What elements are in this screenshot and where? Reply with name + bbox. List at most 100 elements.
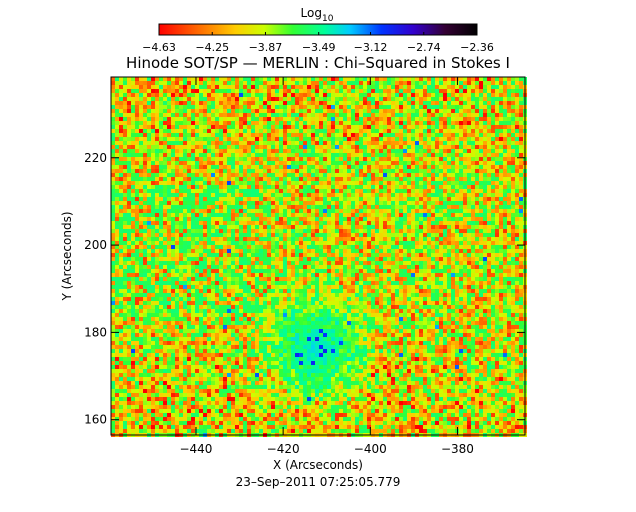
heatmap-cell [411,169,415,173]
heatmap-cell [331,193,335,197]
heatmap-cell [487,109,491,113]
heatmap-cell [163,133,167,137]
heatmap-cell [183,253,187,257]
heatmap-cell [415,229,419,233]
heatmap-cell [227,117,231,121]
heatmap-cell [463,233,467,237]
heatmap-cell [279,197,283,201]
heatmap-cell [459,237,463,241]
heatmap-cell [199,93,203,97]
heatmap-cell [475,81,479,85]
heatmap-cell [387,77,391,81]
heatmap-cell [235,109,239,113]
heatmap-cell [359,93,363,97]
heatmap-cell [255,225,259,229]
heatmap-cell [267,229,271,233]
heatmap-cell [155,105,159,109]
heatmap-cell [399,105,403,109]
heatmap-cell [311,241,315,245]
heatmap-cell [239,177,243,181]
heatmap-cell [423,217,427,221]
heatmap-cell [203,193,207,197]
heatmap-cell [303,137,307,141]
heatmap-cell [499,181,503,185]
heatmap-cell [443,249,447,253]
heatmap-cell [311,165,315,169]
heatmap-cell [359,85,363,89]
heatmap-cell [347,117,351,121]
heatmap-cell [147,245,151,249]
heatmap-cell [499,89,503,93]
heatmap-cell [491,89,495,93]
heatmap-cell [259,245,263,249]
heatmap-cell [395,113,399,117]
heatmap-cell [299,205,303,209]
heatmap-cell [319,237,323,241]
heatmap-cell [375,257,379,261]
heatmap-cell [199,133,203,137]
heatmap-cell [347,81,351,85]
heatmap-cell [491,81,495,85]
heatmap-cell [435,209,439,213]
heatmap-cell [471,189,475,193]
heatmap-cell [379,121,383,125]
heatmap-cell [475,257,479,261]
heatmap-cell [303,249,307,253]
heatmap-cell [495,253,499,257]
heatmap-cell [227,225,231,229]
heatmap-cell [395,261,399,265]
heatmap-cell [195,217,199,221]
heatmap-cell [463,81,467,85]
heatmap-cell [315,133,319,137]
heatmap-cell [399,161,403,165]
heatmap-cell [239,169,243,173]
heatmap-cell [367,185,371,189]
heatmap-cell [171,173,175,177]
heatmap-cell [175,213,179,217]
heatmap-cell [407,249,411,253]
heatmap-cell [463,229,467,233]
heatmap-cell [259,217,263,221]
heatmap-cell [187,181,191,185]
heatmap-cell [403,109,407,113]
heatmap-cell [127,165,131,169]
heatmap-cell [195,257,199,261]
heatmap-cell [279,85,283,89]
heatmap-cell [463,189,467,193]
heatmap-cell [415,177,419,181]
heatmap-cell [187,129,191,133]
heatmap-cell [167,261,171,265]
heatmap-cell [303,97,307,101]
heatmap-cell [159,213,163,217]
heatmap-cell [275,213,279,217]
heatmap-cell [315,141,319,145]
heatmap-cell [335,209,339,213]
heatmap-cell [271,237,275,241]
heatmap-cell [119,141,123,145]
heatmap-cell [351,209,355,213]
heatmap-cell [279,169,283,173]
heatmap-cell [187,133,191,137]
heatmap-cell [451,101,455,105]
heatmap-cell [311,93,315,97]
heatmap-cell [335,221,339,225]
heatmap-cell [151,241,155,245]
heatmap-cell [235,221,239,225]
heatmap-cell [463,173,467,177]
heatmap-cell [171,201,175,205]
heatmap-cell [199,237,203,241]
heatmap-cell [247,93,251,97]
heatmap-cell [311,265,315,269]
heatmap-cell [139,137,143,141]
heatmap-cell [467,133,471,137]
heatmap-cell [447,145,451,149]
heatmap-cell [239,233,243,237]
heatmap-cell [379,117,383,121]
heatmap-cell [467,121,471,125]
heatmap-cell [407,193,411,197]
heatmap-cell [411,197,415,201]
heatmap-cell [451,93,455,97]
heatmap-cell [259,161,263,165]
heatmap-cell [295,241,299,245]
heatmap-cell [487,101,491,105]
